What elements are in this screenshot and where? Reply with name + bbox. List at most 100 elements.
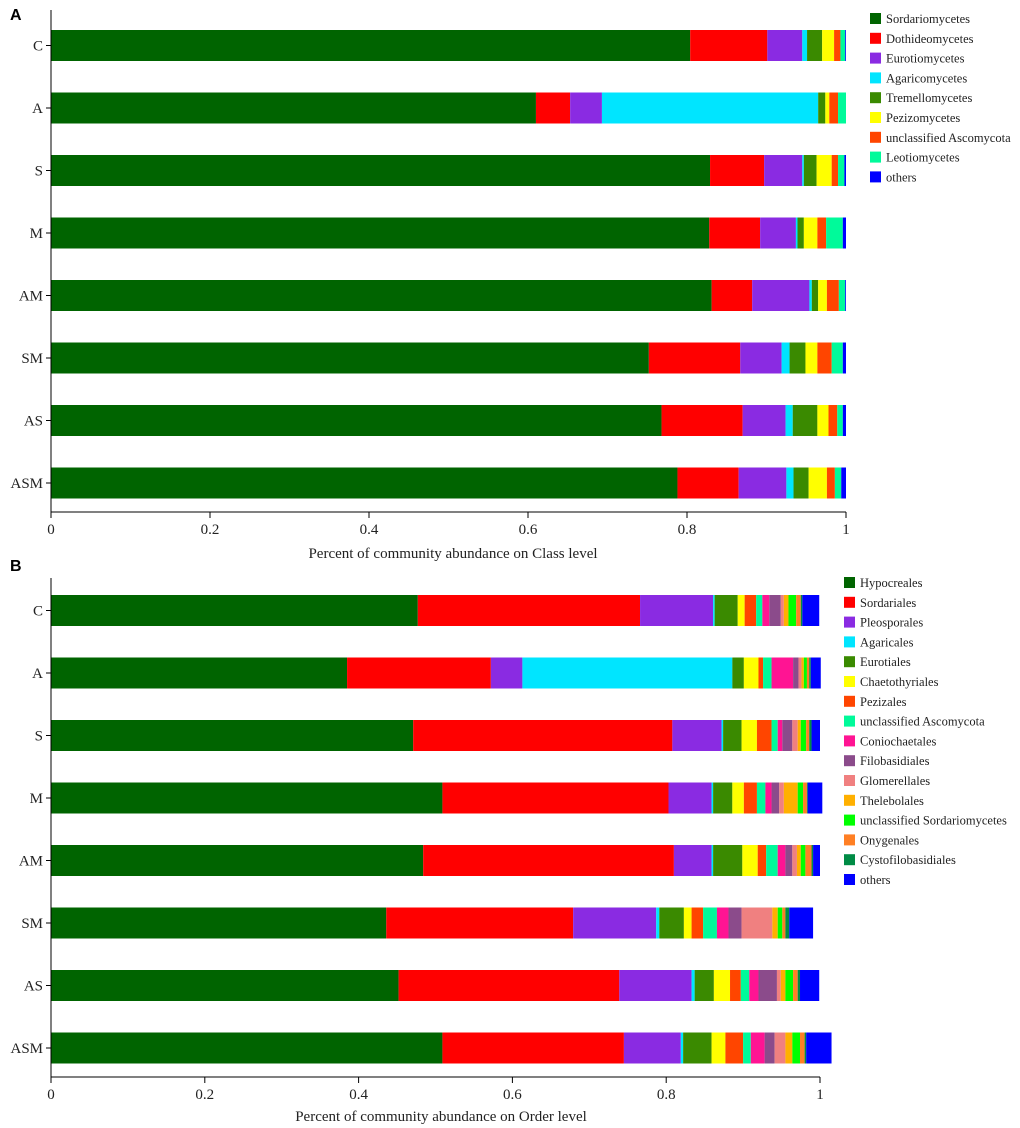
legend-entry: unclassified Sordariomycetes	[860, 814, 1007, 828]
bar-segment	[725, 1032, 744, 1064]
bar-segment	[811, 280, 819, 311]
bar-segment	[762, 595, 770, 626]
bar-segment	[806, 1032, 832, 1064]
category-label: C	[33, 604, 43, 620]
bar-segment	[834, 467, 842, 499]
bar-segment	[807, 782, 823, 814]
bar-segment	[798, 657, 802, 689]
bar-segment	[808, 467, 827, 499]
legend-entry: Agaricomycetes	[886, 71, 967, 85]
bar-segment	[809, 280, 812, 311]
bar-segment	[742, 405, 786, 436]
category-label: AM	[19, 854, 43, 870]
bar-segment	[417, 595, 641, 626]
bar-segment	[803, 217, 818, 249]
bar-segment	[818, 92, 826, 124]
bar-segment	[792, 845, 797, 876]
bar-segment	[782, 720, 793, 751]
bar-segment	[826, 280, 839, 311]
bar-segment	[806, 657, 810, 689]
x-tick-label: 0.2	[195, 1087, 214, 1103]
bar-segment	[802, 155, 804, 186]
bar-segment	[805, 845, 812, 876]
bar-segment	[738, 467, 787, 499]
bar-segment	[711, 782, 714, 814]
category-label: AM	[19, 289, 43, 305]
bar-segment	[673, 845, 712, 876]
bar-segment	[792, 720, 798, 751]
bar-segment	[713, 782, 733, 814]
category-label: ASM	[10, 476, 43, 492]
legend-entry: Hypocreales	[860, 576, 923, 590]
legend-entry: Coniochaetales	[860, 734, 936, 748]
bar-segment	[683, 1032, 712, 1064]
bar-segment	[811, 845, 814, 876]
bar-segment	[656, 907, 660, 939]
bar-segment	[659, 907, 684, 939]
category-label: M	[30, 791, 43, 807]
legend-swatch	[844, 596, 855, 608]
bar-segment	[783, 782, 798, 814]
legend-entry: Dothideomycetes	[886, 32, 974, 46]
category-label: SM	[21, 351, 43, 367]
bar-segment	[788, 595, 797, 626]
x-tick-label: 0	[47, 522, 55, 538]
bar-segment	[714, 595, 738, 626]
legend-entry: Onygenales	[860, 833, 919, 847]
bar-segment	[640, 595, 714, 626]
legend-swatch	[844, 656, 855, 668]
bar-segment	[601, 92, 819, 124]
legend-swatch	[870, 72, 881, 84]
bar-segment	[789, 342, 806, 374]
bar-segment	[782, 907, 786, 939]
x-tick-label: 0.4	[349, 1087, 368, 1103]
bar-segment	[730, 970, 741, 1001]
bar-segment	[831, 155, 839, 186]
bar-segment	[737, 595, 745, 626]
bar-segment	[771, 657, 794, 689]
category-label: A	[32, 101, 43, 117]
bar-segment	[793, 467, 809, 499]
bar-segment	[51, 342, 649, 374]
bar-segment	[806, 782, 808, 814]
bar-segment	[828, 405, 838, 436]
bar-segment	[809, 720, 812, 751]
bar-segment	[51, 1032, 443, 1064]
bar-segment	[743, 657, 759, 689]
bar-segment	[800, 845, 806, 876]
bar-segment	[774, 1032, 786, 1064]
bar-segment	[779, 782, 784, 814]
legend-swatch	[870, 151, 881, 163]
bar-segment	[763, 657, 772, 689]
category-label: AS	[24, 979, 43, 995]
bar-segment	[522, 657, 733, 689]
bar-segment	[672, 720, 722, 751]
bar-segment	[51, 970, 399, 1001]
legend-swatch	[870, 92, 881, 104]
category-label: S	[35, 164, 43, 180]
bar-segment	[771, 782, 780, 814]
bar-segment	[721, 720, 724, 751]
bar-segment	[817, 342, 832, 374]
bar-segment	[709, 217, 761, 249]
legend-entry: Pezizomycetes	[886, 111, 960, 125]
bar-segment	[803, 657, 807, 689]
bar-segment	[661, 405, 743, 436]
bar-segment	[809, 657, 811, 689]
bar-segment	[423, 845, 674, 876]
bar-segment	[710, 155, 765, 186]
bar-segment	[764, 1032, 775, 1064]
legend-entry: Sordariales	[860, 596, 916, 610]
bar-segment	[741, 720, 757, 751]
bar-segment	[785, 1032, 793, 1064]
bar-segment	[619, 970, 692, 1001]
legend-swatch	[844, 794, 855, 806]
bar-segment	[834, 30, 841, 61]
bar-segment	[780, 595, 784, 626]
x-tick-label: 0.2	[201, 522, 220, 538]
legend-entry: Eurotiomycetes	[886, 52, 965, 66]
bar-segment	[741, 907, 773, 939]
bar-segment	[797, 970, 801, 1001]
bar-segment	[797, 720, 801, 751]
category-label: S	[35, 729, 43, 745]
